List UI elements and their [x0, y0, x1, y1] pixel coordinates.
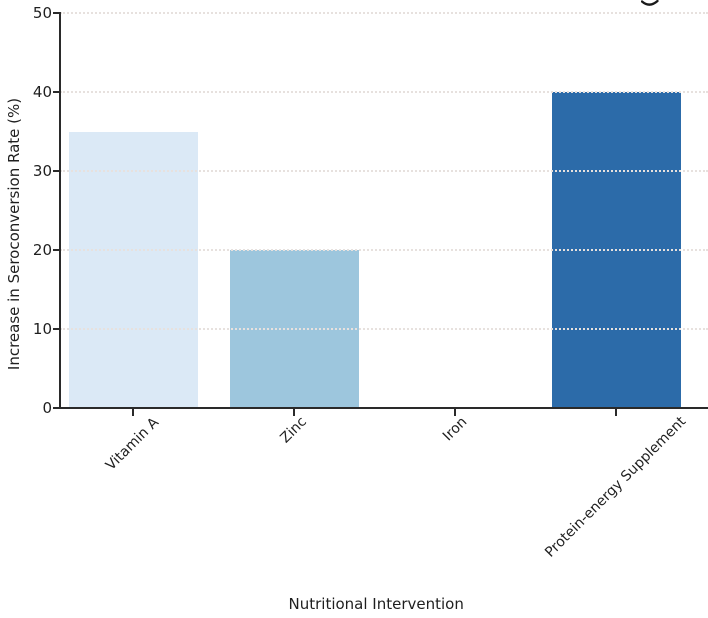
y-tick-50	[53, 12, 59, 14]
bar-vitamin-a	[68, 131, 198, 408]
clipped-glyph-fragment	[641, 0, 659, 6]
y-tick-10	[53, 328, 59, 330]
gridline-30	[60, 170, 708, 172]
y-axis-spine	[59, 12, 61, 409]
x-tick-iron	[454, 409, 456, 416]
x-tick-label-protein-energy-supplement: Protein-energy Supplement	[542, 413, 690, 562]
gridline-40	[60, 91, 708, 93]
y-tick-label-50: 50	[32, 4, 52, 22]
y-tick-30	[53, 170, 59, 172]
y-axis-title: Increase in Seroconversion Rate (%)	[5, 97, 24, 371]
x-tick-zinc	[293, 409, 295, 416]
x-tick-vitamin-a	[132, 409, 134, 416]
x-axis-title: Nutritional Intervention	[288, 595, 464, 613]
y-tick-label-40: 40	[32, 83, 52, 101]
y-tick-20	[53, 249, 59, 251]
y-tick-label-0: 0	[42, 399, 52, 417]
y-tick-label-10: 10	[32, 320, 52, 338]
x-tick-protein-energy-supplement	[615, 409, 617, 416]
x-tick-label-iron: Iron	[439, 413, 470, 445]
y-tick-label-30: 30	[32, 162, 52, 180]
x-tick-label-zinc: Zinc	[277, 413, 310, 447]
y-tick-0	[53, 407, 59, 409]
gridline-10	[60, 328, 708, 330]
gridline-20	[60, 249, 708, 251]
y-tick-label-20: 20	[32, 241, 52, 259]
x-axis-spine	[59, 407, 708, 409]
x-tick-label-vitamin-a: Vitamin A	[102, 414, 163, 474]
gridline-50	[60, 12, 708, 14]
y-tick-40	[53, 91, 59, 93]
